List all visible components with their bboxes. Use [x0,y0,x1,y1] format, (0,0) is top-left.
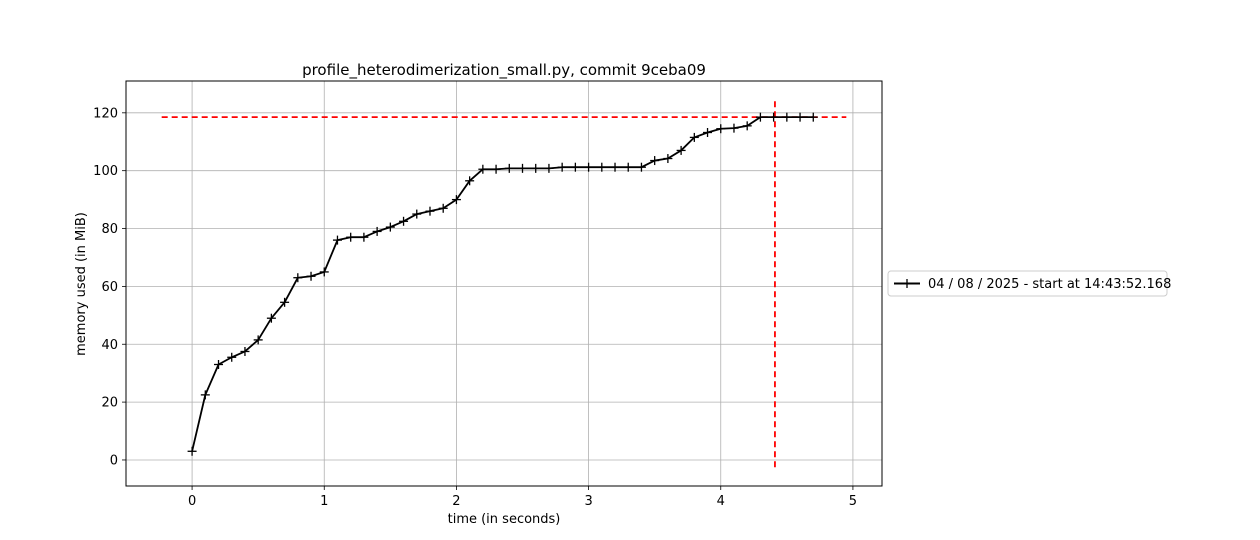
data-point-marker [597,162,607,172]
data-point-marker [293,273,303,283]
data-point-marker [346,232,356,242]
reference-lines [161,99,847,468]
data-point-marker [676,145,686,155]
data-point-marker [438,203,448,213]
y-tick-label: 60 [101,280,118,295]
data-point-marker [214,360,224,369]
data-point-marker [372,226,382,236]
data-point-marker [425,206,435,216]
x-tick-label: 4 [717,494,725,509]
data-point-marker [412,209,422,219]
data-point-marker [491,164,501,174]
data-point-marker [280,297,290,307]
axis-ticks: 0 1 2 3 4 5 0 20 40 60 80 100 120 [93,106,857,509]
grid-lines [126,81,882,486]
legend-label: 04 / 08 / 2025 - start at 14:43:52.168 [928,277,1171,292]
data-point-marker [623,162,633,172]
data-point-marker [253,335,263,345]
data-point-marker [240,346,250,356]
series-layer [187,112,818,456]
y-tick-label: 120 [93,106,118,121]
legend-box [887,270,1168,297]
data-point-marker [610,162,620,172]
data-point-marker [703,127,713,137]
data-point-marker [636,162,646,172]
series-line [191,116,814,452]
legend: 04 / 08 / 2025 - start at 14:43:52.168 [887,270,1171,297]
data-point-marker [663,154,673,164]
x-axis-label: time (in seconds) [448,512,561,527]
y-tick-label: 100 [93,164,118,179]
data-point-marker [650,156,660,166]
x-tick-label: 3 [584,494,592,509]
data-point-marker [782,112,792,122]
data-point-marker [584,162,594,172]
data-point-marker [808,112,818,122]
data-point-marker [795,112,805,122]
data-point-marker [769,112,779,122]
data-point-marker [385,222,395,232]
data-point-marker [755,112,765,122]
y-tick-label: 0 [110,453,118,468]
x-tick-label: 0 [188,494,196,509]
data-point-marker [266,313,276,323]
plot-area-frame [125,80,883,487]
data-point-marker [332,235,342,245]
y-tick-label: 20 [101,396,118,411]
data-point-marker [319,267,329,277]
chart-title: profile_heterodimerization_small.py, com… [302,61,706,80]
data-point-marker [465,176,475,186]
data-point-marker [227,352,237,362]
data-point-marker [689,132,699,142]
data-point-marker [742,121,752,131]
data-point-marker [359,232,369,242]
data-point-marker [570,162,580,172]
y-tick-label: 80 [101,222,118,237]
legend-marker [902,279,912,288]
data-point-marker [399,216,409,226]
data-point-marker [478,164,488,174]
data-point-marker [729,123,739,133]
data-point-marker [518,163,528,173]
data-point-marker [200,390,210,400]
data-point-marker [504,163,514,173]
data-point-marker [306,271,316,281]
data-point-marker [187,446,197,456]
y-tick-label: 40 [101,338,118,353]
y-axis-label: memory used (in MiB) [74,212,89,356]
data-point-marker [557,162,567,172]
data-point-marker [544,163,554,173]
data-point-marker [451,195,461,205]
x-tick-label: 2 [452,494,460,509]
x-tick-label: 5 [849,494,857,509]
data-point-marker [716,124,726,134]
data-point-marker [531,163,541,173]
x-tick-label: 1 [320,494,328,509]
